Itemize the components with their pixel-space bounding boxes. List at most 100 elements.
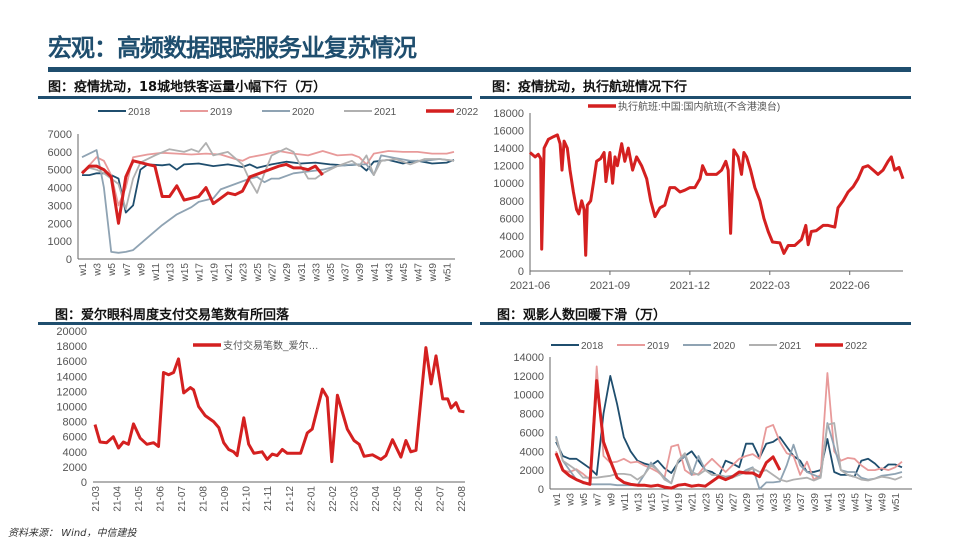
x-tick-label: w27 xyxy=(268,263,279,283)
y-tick-label: 6000 xyxy=(500,213,524,225)
source-note: 资料来源： Wind，中信建投 xyxy=(8,528,137,539)
y-tick-label: 10000 xyxy=(513,390,544,402)
x-tick-label: w39 xyxy=(810,493,821,513)
y-tick-label: 14000 xyxy=(493,143,524,155)
legend-label: 2019 xyxy=(210,107,233,118)
x-tick-label: w17 xyxy=(661,493,672,513)
x-tick-label: 22-07 xyxy=(435,486,446,512)
x-tick-label: w49 xyxy=(428,263,439,283)
legend-label: 2021 xyxy=(374,107,397,118)
chart-4-underline xyxy=(480,322,911,325)
series-line-2020 xyxy=(81,149,455,254)
x-tick-label: w3 xyxy=(566,493,577,507)
x-tick-label: w7 xyxy=(122,263,133,277)
series-line- xyxy=(529,133,905,257)
x-tick-label: w41 xyxy=(823,493,834,513)
x-tick-label: 22-02 xyxy=(328,486,339,512)
x-tick-label: w45 xyxy=(399,263,410,283)
chart-3-underline xyxy=(38,322,472,325)
x-tick-label: 2022-03 xyxy=(750,280,790,292)
x-tick-label: w7 xyxy=(593,493,604,507)
x-tick-label: w47 xyxy=(414,263,425,283)
y-tick-label: 0 xyxy=(81,477,87,489)
x-tick-label: w37 xyxy=(341,263,352,283)
legend-label: 2021 xyxy=(779,341,802,352)
x-tick-label: w21 xyxy=(688,493,699,513)
x-tick-label: w13 xyxy=(633,493,644,513)
y-tick-label: 14000 xyxy=(513,352,544,364)
x-tick-label: w29 xyxy=(742,493,753,513)
x-tick-label: w39 xyxy=(355,263,366,283)
x-tick-label: w9 xyxy=(606,493,617,507)
x-tick-label: 21-08 xyxy=(199,486,210,512)
legend-label: 2022 xyxy=(845,341,868,352)
x-tick-label: w19 xyxy=(674,493,685,513)
y-tick-label: 12000 xyxy=(493,161,524,173)
chart-1-title: 图：疫情扰动，18城地铁客运量小幅下行（万） xyxy=(48,80,327,95)
x-tick-label: 21-07 xyxy=(177,486,188,512)
x-tick-label: w43 xyxy=(384,263,395,283)
y-tick-label: 0 xyxy=(66,254,72,266)
x-tick-label: w23 xyxy=(701,493,712,513)
legend-label: 2020 xyxy=(713,341,736,352)
x-tick-label: 22-05 xyxy=(392,486,403,512)
x-tick-label: w25 xyxy=(715,493,726,513)
x-tick-label: w1 xyxy=(78,263,89,277)
y-tick-label: 12000 xyxy=(56,386,87,398)
x-tick-label: 2021-06 xyxy=(510,280,550,292)
x-tick-label: w33 xyxy=(311,263,322,283)
x-tick-label: 21-11 xyxy=(263,486,274,511)
x-tick-label: w51 xyxy=(891,493,902,513)
x-tick-label: w15 xyxy=(647,493,658,513)
x-tick-label: 22-06 xyxy=(414,486,425,512)
series-line- xyxy=(93,346,465,464)
x-tick-label: w51 xyxy=(443,263,454,283)
chart-3: 0 2000 4000 6000 8000 10000 12000 14000 16000 180… xyxy=(56,326,468,512)
y-tick-label: 10000 xyxy=(493,178,524,190)
chart-2: 0 2000 4000 6000 8000 10000 12000 14000 16000 180… xyxy=(493,100,905,292)
x-tick-label: w23 xyxy=(238,263,249,283)
y-tick-label: 0 xyxy=(538,484,544,496)
x-tick-label: w43 xyxy=(837,493,848,513)
y-tick-label: 12000 xyxy=(513,371,544,383)
legend-label: 2022 xyxy=(456,107,479,118)
y-tick-label: 6000 xyxy=(520,427,544,439)
x-tick-label: 2021-12 xyxy=(670,280,710,292)
y-tick-label: 5000 xyxy=(48,165,72,177)
legend-label: 2018 xyxy=(128,107,151,118)
chart-1: 0 1000 2000 3000 4000 5000 6000 7000 w1 w3 w5 w7 w9 w… xyxy=(48,107,479,282)
y-tick-label: 8000 xyxy=(500,196,524,208)
y-tick-label: 1000 xyxy=(48,236,72,248)
x-tick-label: 21-03 xyxy=(91,486,102,512)
x-tick-label: w15 xyxy=(180,263,191,283)
x-tick-label: w3 xyxy=(93,263,104,277)
x-tick-label: 21-06 xyxy=(156,486,167,512)
x-tick-label: 21-12 xyxy=(285,486,296,512)
x-tick-label: w45 xyxy=(851,493,862,513)
y-tick-label: 4000 xyxy=(63,447,87,459)
y-tick-label: 4000 xyxy=(520,446,544,458)
x-tick-label: 2022-06 xyxy=(830,280,870,292)
x-tick-label: w1 xyxy=(552,493,563,507)
series-line-2021 xyxy=(81,142,455,210)
y-tick-label: 6000 xyxy=(63,432,87,444)
y-tick-label: 18000 xyxy=(56,341,87,353)
x-tick-label: w25 xyxy=(253,263,264,283)
y-tick-label: 8000 xyxy=(520,409,544,421)
x-tick-label: 21-10 xyxy=(242,486,253,512)
x-tick-label: w47 xyxy=(864,493,875,513)
page-title: 宏观：高频数据跟踪服务业复苏情况 xyxy=(48,34,417,62)
y-tick-label: 4000 xyxy=(48,183,72,195)
series-line-2022 xyxy=(80,159,324,225)
chart-2-underline xyxy=(480,96,911,99)
y-tick-label: 6000 xyxy=(48,147,72,159)
x-tick-label: w31 xyxy=(297,263,308,283)
x-tick-label: 22-01 xyxy=(306,486,317,512)
y-tick-label: 2000 xyxy=(520,465,544,477)
x-tick-label: 21-04 xyxy=(113,486,124,512)
x-tick-label: 22-03 xyxy=(349,486,360,512)
chart-4-title: 图：观影人数回暖下滑（万） xyxy=(497,308,667,323)
x-tick-label: w11 xyxy=(620,493,631,512)
y-tick-label: 2000 xyxy=(500,248,524,260)
